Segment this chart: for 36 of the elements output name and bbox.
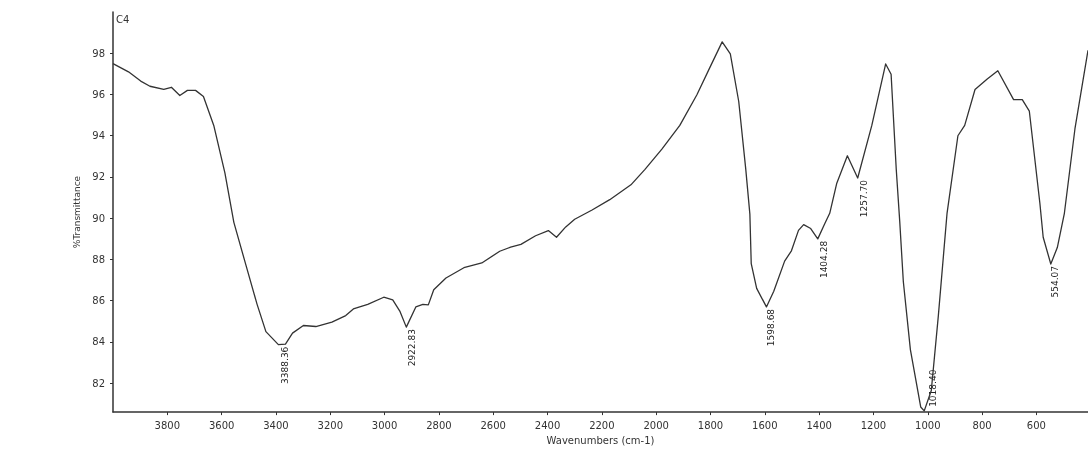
y-tick-label: 92: [92, 171, 105, 183]
x-tick-label: 1800: [697, 419, 724, 431]
y-axis-title: %Transmittance: [71, 175, 82, 249]
x-tick-label: 2600: [480, 419, 506, 431]
x-tick-label: 3600: [208, 419, 235, 431]
x-tick-label: 1600: [752, 419, 778, 431]
y-tick-label: 88: [92, 253, 105, 265]
x-tick-label: 1200: [860, 419, 887, 431]
x-tick-label: 2400: [534, 419, 561, 431]
y-tick-label: 94: [92, 130, 105, 142]
y-tick-label: 96: [92, 88, 105, 100]
y-tick-label: 90: [92, 212, 105, 224]
x-tick-label: 2800: [426, 419, 452, 431]
annotation: 554.07: [1049, 266, 1060, 298]
x-tick-label: 3000: [371, 419, 398, 431]
x-tick-label: 3200: [317, 419, 343, 431]
annotation: 1598.68: [766, 308, 777, 347]
annotation: 1018.40: [927, 369, 938, 407]
y-tick-label: 86: [92, 295, 105, 307]
x-axis-title: Wavenumbers (cm-1): [546, 434, 655, 446]
x-tick-label: 3800: [154, 419, 181, 431]
annotation: 1257.70: [858, 179, 869, 218]
x-tick-label: 800: [972, 419, 992, 431]
annotation: 1404.28: [818, 240, 829, 279]
annotation: 2922.83: [406, 329, 417, 367]
x-tick-label: 600: [1026, 419, 1046, 431]
x-tick-label: 2200: [589, 419, 615, 431]
x-tick-label: 1400: [806, 419, 832, 431]
annotation: C4: [116, 13, 130, 25]
y-tick-label: 82: [92, 377, 105, 389]
annotation: 3388.36: [280, 346, 291, 384]
y-tick-label: 84: [92, 336, 105, 348]
x-tick-label: 1000: [915, 419, 941, 431]
y-tick-label: 98: [92, 47, 105, 59]
x-tick-label: 2000: [643, 419, 669, 431]
x-tick-label: 3400: [263, 419, 289, 431]
